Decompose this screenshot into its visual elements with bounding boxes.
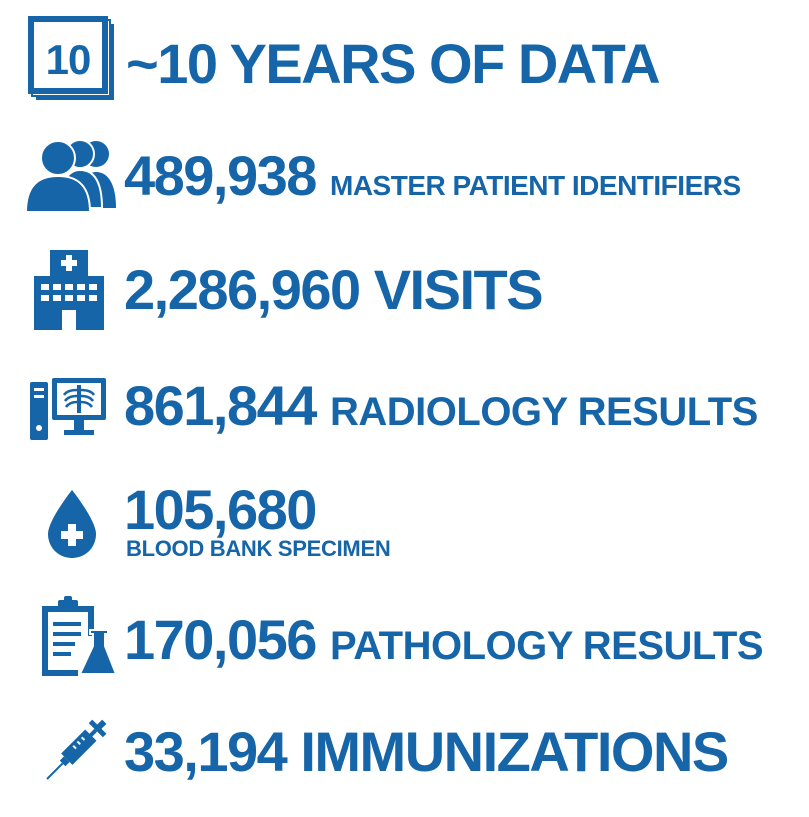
- users-icon: [24, 136, 118, 212]
- stat-radiology: 861,844 RADIOLOGY RESULTS: [0, 352, 809, 462]
- syringe-icon: [40, 714, 112, 786]
- immunizations-value: 33,194: [124, 720, 288, 783]
- visits-label: VISITS: [373, 258, 544, 321]
- pathology-value: 170,056: [124, 608, 317, 671]
- pathology-label: PATHOLOGY RESULTS: [330, 624, 764, 668]
- visits-value: 2,286,960: [124, 258, 361, 321]
- stat-visits: 2,286,960 VISITS: [0, 232, 809, 342]
- patients-value: 489,938: [124, 144, 317, 207]
- stat-pathology: 170,056 PATHOLOGY RESULTS: [0, 588, 809, 698]
- blood-drop-icon: [48, 490, 96, 558]
- calendar-day-number: 10: [46, 36, 91, 83]
- radiology-value: 861,844: [124, 374, 317, 437]
- visits-stat: 2,286,960 VISITS: [124, 262, 544, 318]
- immunizations-stat: 33,194 IMMUNIZATIONS: [124, 724, 729, 780]
- radiology-label: RADIOLOGY RESULTS: [330, 390, 758, 434]
- blood-label: BLOOD BANK SPECIMEN: [126, 536, 391, 561]
- immunizations-label: IMMUNIZATIONS: [300, 720, 729, 783]
- stat-years: 10 ~10 YEARS OF DATA: [0, 0, 809, 110]
- calendar-icon: 10: [28, 14, 118, 102]
- pathology-stat: 170,056 PATHOLOGY RESULTS: [124, 612, 764, 668]
- stat-immunizations: 33,194 IMMUNIZATIONS: [0, 704, 809, 814]
- clipboard-flask-icon: [38, 596, 116, 676]
- patients-label: MASTER PATIENT IDENTIFIERS: [330, 170, 741, 201]
- radiology-stat: 861,844 RADIOLOGY RESULTS: [124, 378, 758, 434]
- patients-stat: 489,938 MASTER PATIENT IDENTIFIERS: [124, 148, 741, 204]
- blood-value: 105,680: [124, 478, 317, 541]
- radiology-monitor-icon: [30, 376, 106, 442]
- hospital-icon: [34, 250, 104, 330]
- stat-patients: 489,938 MASTER PATIENT IDENTIFIERS: [0, 120, 809, 230]
- years-text: ~10 YEARS OF DATA: [126, 32, 661, 95]
- stat-blood: 105,680 BLOOD BANK SPECIMEN: [0, 470, 809, 580]
